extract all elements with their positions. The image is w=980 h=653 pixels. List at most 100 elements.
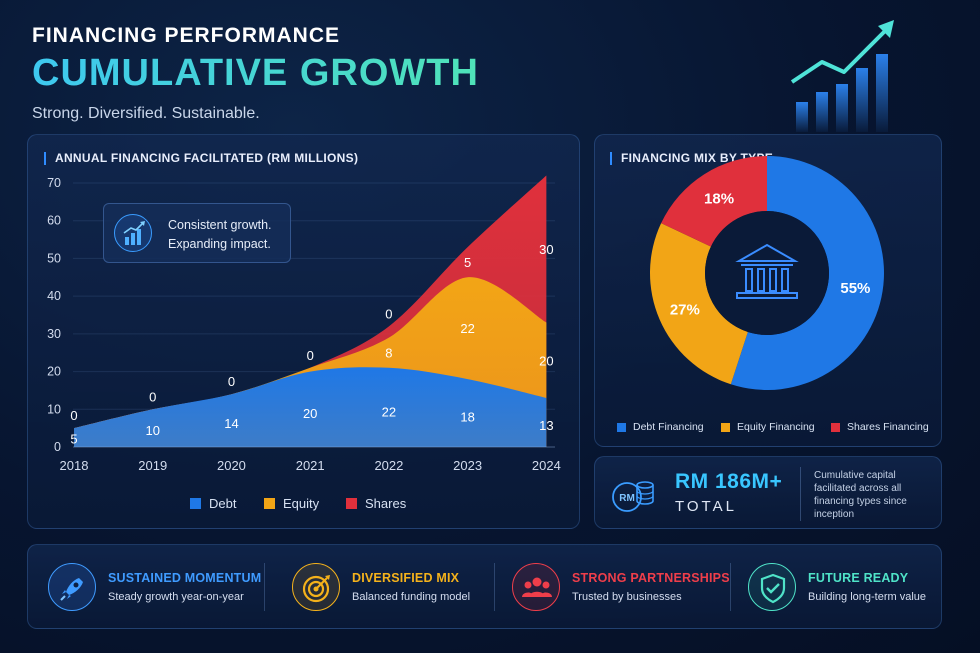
data-label-debt: 13 bbox=[539, 418, 553, 433]
financing-mix-panel: FINANCING MIX BY TYPE 55% 27% 18% Debt Fin… bbox=[594, 134, 942, 447]
mix-legend-label-equity: Equity Financing bbox=[737, 421, 815, 433]
mix-legend-swatch-equity bbox=[721, 422, 730, 432]
donut-chart: 55% 27% 18% bbox=[650, 156, 884, 390]
feature-title: FUTURE READY bbox=[808, 571, 909, 585]
donut-label-shares: 18% bbox=[704, 190, 734, 207]
header: FINANCING PERFORMANCE CUMULATIVE GROWTH … bbox=[32, 24, 479, 123]
data-label-equity: 0 bbox=[70, 408, 77, 423]
area-series-debt bbox=[74, 367, 547, 447]
feature-divider bbox=[494, 563, 495, 611]
feature-divider bbox=[730, 563, 731, 611]
legend-label-debt: Debt bbox=[209, 496, 237, 511]
mix-legend-shares: Shares Financing bbox=[831, 421, 929, 433]
y-tick-label: 60 bbox=[47, 214, 61, 228]
legend-label-shares: Shares bbox=[365, 496, 407, 511]
legend-item-shares: Shares bbox=[346, 496, 406, 511]
coins-icon: RM bbox=[612, 481, 654, 512]
y-tick-label: 50 bbox=[47, 251, 61, 265]
mix-legend-equity: Equity Financing bbox=[721, 421, 815, 433]
legend-swatch-equity bbox=[264, 498, 275, 509]
page-tagline: Strong. Diversified. Sustainable. bbox=[32, 105, 260, 122]
y-tick-label: 70 bbox=[47, 176, 61, 190]
total-divider bbox=[800, 467, 801, 521]
rocket-icon bbox=[48, 563, 96, 611]
shield-check-icon bbox=[748, 563, 796, 611]
donut-label-equity: 27% bbox=[670, 302, 700, 319]
feature-future-ready: FUTURE READY Building long-term value bbox=[728, 545, 942, 630]
target-icon bbox=[292, 563, 340, 611]
feature-strong-partnerships: STRONG PARTNERSHIPS Trusted by businesse… bbox=[492, 545, 730, 630]
legend-swatch-debt bbox=[190, 498, 201, 509]
total-value: RM 186M+ bbox=[675, 470, 783, 493]
donut-slice-debt bbox=[730, 156, 884, 390]
data-label-debt: 20 bbox=[303, 406, 317, 421]
y-tick-label: 20 bbox=[47, 365, 61, 379]
data-label-equity: 0 bbox=[307, 348, 314, 363]
feature-subtitle: Steady growth year-on-year bbox=[108, 591, 244, 603]
growth-arrow-icon bbox=[790, 20, 894, 132]
feature-subtitle: Trusted by businesses bbox=[572, 591, 682, 603]
y-tick-label: 40 bbox=[47, 289, 61, 303]
total-description: Cumulative capital facilitated across al… bbox=[814, 470, 907, 520]
area-chart-title: ANNUAL FINANCING FACILITATED (RM MILLION… bbox=[44, 152, 358, 165]
data-label-equity: 8 bbox=[385, 346, 392, 361]
legend-swatch-shares bbox=[346, 498, 357, 509]
x-tick-label: 2021 bbox=[296, 458, 325, 473]
x-tick-label: 2019 bbox=[138, 458, 167, 473]
y-tick-label: 30 bbox=[47, 327, 61, 341]
feature-subtitle: Building long-term value bbox=[808, 591, 927, 603]
mix-legend-debt: Debt Financing bbox=[617, 421, 704, 433]
x-tick-label: 2024 bbox=[532, 458, 561, 473]
data-label-equity: 22 bbox=[460, 321, 474, 336]
feature-sustained-momentum: SUSTAINED MOMENTUM Steady growth year-on… bbox=[28, 545, 261, 630]
mix-legend-swatch-debt bbox=[617, 422, 626, 432]
features-bar: SUSTAINED MOMENTUM Steady growth year-on… bbox=[27, 544, 942, 629]
callout-line-2: Expanding impact. bbox=[168, 237, 271, 251]
mix-legend-label-shares: Shares Financing bbox=[847, 421, 929, 433]
feature-subtitle: Balanced funding model bbox=[352, 591, 471, 603]
donut-slice-shares bbox=[661, 156, 767, 247]
feature-divider bbox=[264, 563, 265, 611]
page-title: CUMULATIVE GROWTH bbox=[32, 52, 479, 94]
data-label-shares: 30 bbox=[539, 242, 553, 257]
x-tick-label: 2022 bbox=[374, 458, 403, 473]
callout-line-1: Consistent growth. bbox=[168, 218, 272, 232]
data-label-debt: 10 bbox=[145, 423, 159, 438]
data-label-debt: 14 bbox=[224, 416, 238, 431]
annual-financing-panel: ANNUAL FINANCING FACILITATED (RM MILLION… bbox=[27, 134, 580, 529]
donut-slice-equity bbox=[650, 223, 748, 385]
data-label-debt: 22 bbox=[382, 404, 396, 419]
bar-chart-up-icon bbox=[114, 214, 152, 252]
page-kicker: FINANCING PERFORMANCE bbox=[32, 24, 340, 47]
data-label-shares: 5 bbox=[464, 255, 471, 270]
mix-legend-swatch-shares bbox=[831, 422, 840, 432]
total-panel: RM RM 186M+ TOTAL Cumulative capital fac… bbox=[594, 456, 942, 529]
data-label-equity: 0 bbox=[149, 389, 156, 404]
feature-title: DIVERSIFIED MIX bbox=[352, 571, 460, 585]
legend-label-equity: Equity bbox=[283, 496, 320, 511]
y-tick-label: 0 bbox=[54, 440, 61, 454]
x-tick-label: 2018 bbox=[60, 458, 89, 473]
bank-icon bbox=[735, 243, 799, 299]
data-label-debt: 5 bbox=[70, 432, 77, 447]
legend-item-debt: Debt bbox=[190, 496, 236, 511]
feature-diversified-mix: DIVERSIFIED MIX Balanced funding model bbox=[272, 545, 492, 630]
donut-label-debt: 55% bbox=[840, 280, 870, 297]
data-label-equity: 20 bbox=[539, 353, 553, 368]
coin-text: RM bbox=[619, 493, 635, 504]
feature-title: SUSTAINED MOMENTUM bbox=[108, 571, 262, 585]
feature-title: STRONG PARTNERSHIPS bbox=[572, 571, 730, 585]
y-tick-label: 10 bbox=[47, 402, 61, 416]
callout-box: Consistent growth. Expanding impact. bbox=[103, 203, 291, 263]
data-label-equity: 0 bbox=[228, 374, 235, 389]
data-label-shares: 0 bbox=[385, 306, 392, 321]
donut-center bbox=[705, 211, 829, 335]
legend-item-equity: Equity bbox=[264, 496, 319, 511]
x-tick-label: 2020 bbox=[217, 458, 246, 473]
people-icon bbox=[512, 563, 560, 611]
total-label: TOTAL bbox=[675, 498, 737, 515]
x-tick-label: 2023 bbox=[453, 458, 482, 473]
mix-legend-label-debt: Debt Financing bbox=[633, 421, 704, 433]
data-label-debt: 18 bbox=[460, 409, 474, 424]
